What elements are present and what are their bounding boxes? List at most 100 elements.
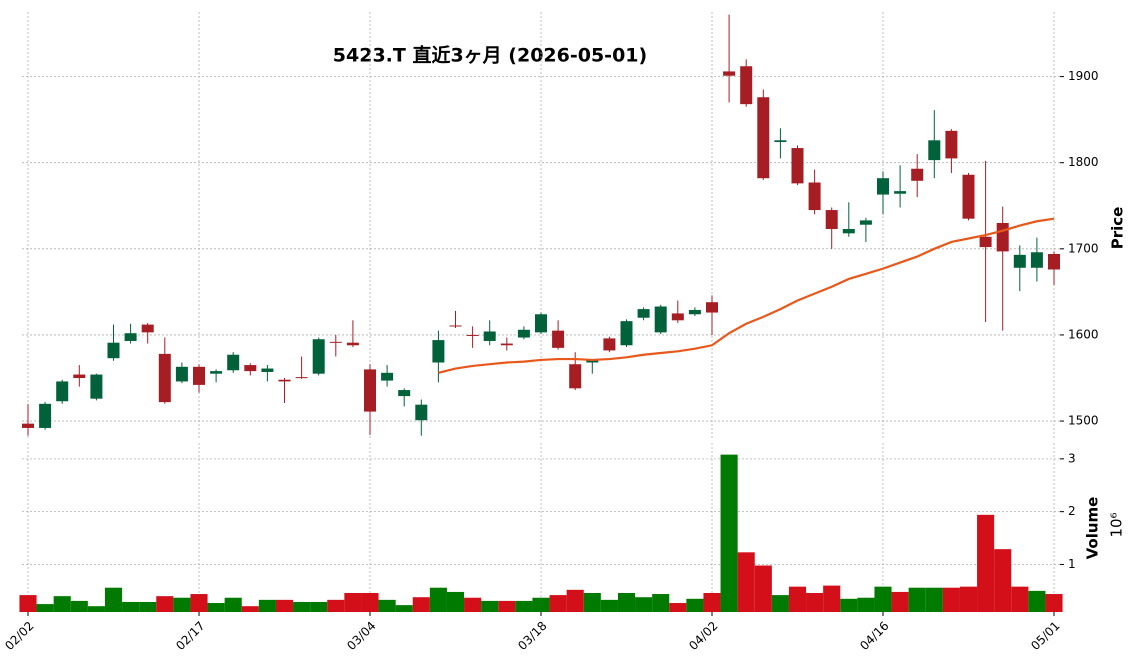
candle-body xyxy=(244,365,257,372)
candle-body xyxy=(517,329,530,338)
candle-body xyxy=(979,236,992,248)
candle-body xyxy=(261,368,274,372)
volume-bar xyxy=(224,597,242,612)
volume-bar xyxy=(703,592,721,612)
volume-bar xyxy=(754,565,772,612)
volume-bar xyxy=(378,599,396,612)
volume-bar xyxy=(823,585,841,612)
volume-bar xyxy=(258,599,276,612)
volume-bar xyxy=(36,604,54,612)
candle-body xyxy=(466,334,479,336)
candle-body xyxy=(193,366,205,385)
candle-body xyxy=(535,314,547,333)
candle-body xyxy=(620,321,633,346)
volume-bar xyxy=(908,587,926,612)
candle-body xyxy=(842,229,855,234)
y2-tick-label: 3 xyxy=(1068,451,1076,465)
volume-bar xyxy=(481,600,499,612)
volume-bar xyxy=(327,599,345,612)
volume-bar xyxy=(874,586,892,612)
y-tick-label: 1600 xyxy=(1068,327,1099,341)
x-tick-label: 02/17 xyxy=(173,619,207,653)
candle-body xyxy=(911,168,924,181)
volume-bar xyxy=(53,596,71,612)
candle-body xyxy=(1048,253,1060,270)
candle-body xyxy=(329,341,342,343)
candle-body xyxy=(483,331,496,341)
candle-body xyxy=(637,309,650,318)
candle-body xyxy=(415,404,428,421)
volume-bar xyxy=(532,597,550,612)
candle-body xyxy=(688,309,701,315)
volume-bar xyxy=(190,594,208,612)
x-tick-label: 03/04 xyxy=(344,619,378,653)
y2-tick-label: 1 xyxy=(1068,557,1076,571)
candle-body xyxy=(945,130,958,159)
volume-bar xyxy=(583,592,601,612)
volume-bar xyxy=(429,587,447,612)
candle-body xyxy=(295,377,308,379)
volume-bar xyxy=(652,594,670,612)
volume-bar xyxy=(977,514,995,612)
volume-bar xyxy=(515,600,533,612)
y-axis-label: Price xyxy=(1109,207,1127,250)
volume-bar xyxy=(891,591,909,612)
volume-bar xyxy=(600,599,618,612)
candle-body xyxy=(603,338,616,351)
candle-body xyxy=(586,359,599,363)
y-tick-label: 1800 xyxy=(1068,155,1099,169)
x-tick-label: 03/18 xyxy=(515,619,549,653)
candle-body xyxy=(859,220,872,225)
candle-body xyxy=(449,325,462,327)
volume-bar xyxy=(686,598,704,612)
volume-bar xyxy=(446,591,465,612)
candle-body xyxy=(740,66,753,105)
candle-body xyxy=(774,140,787,143)
candle-body xyxy=(73,374,86,378)
volume-bar xyxy=(464,597,482,612)
volume-bar xyxy=(412,597,430,612)
candle-body xyxy=(141,324,154,333)
candle-body xyxy=(1030,252,1043,268)
volume-bar xyxy=(361,592,379,612)
volume-bar xyxy=(771,595,789,612)
volume-bar xyxy=(139,601,157,612)
moving-average xyxy=(438,217,1055,374)
volume-bar xyxy=(19,595,37,612)
volume-bar xyxy=(959,586,978,612)
candle-body xyxy=(706,302,718,313)
y-tick-label: 1500 xyxy=(1068,414,1099,428)
candle-body xyxy=(808,182,821,211)
candle-body xyxy=(124,333,137,341)
volume-bar xyxy=(310,601,328,612)
candle-body xyxy=(877,178,889,195)
volume-bar xyxy=(840,598,858,612)
candle-body xyxy=(996,222,1009,252)
candle-body xyxy=(432,340,445,363)
candle-body xyxy=(278,379,291,382)
y2-tick-label: 2 xyxy=(1068,504,1076,518)
volume-bar xyxy=(720,454,738,612)
volume-bar xyxy=(617,592,636,612)
volume-bar xyxy=(566,589,584,612)
volume-bar xyxy=(857,597,875,612)
volume-bar xyxy=(344,592,362,612)
volume-bar xyxy=(173,597,191,612)
candle-body xyxy=(175,366,188,382)
candle-body xyxy=(1013,254,1026,268)
x-tick-label: 04/02 xyxy=(686,619,720,653)
candle-body xyxy=(569,364,582,389)
y-tick-label: 1700 xyxy=(1068,241,1099,255)
volume-bar xyxy=(549,595,567,612)
candle-body xyxy=(552,330,565,348)
y-tick-label: 1900 xyxy=(1068,69,1099,83)
candle-body xyxy=(364,369,376,412)
candle-body xyxy=(757,97,770,179)
y2-offset-label: 10⁶ xyxy=(1108,512,1126,537)
volume-bar xyxy=(70,600,88,612)
candle-body xyxy=(158,353,171,403)
candle-body xyxy=(381,372,394,381)
candle-body xyxy=(825,210,838,230)
candle-body xyxy=(654,306,667,333)
